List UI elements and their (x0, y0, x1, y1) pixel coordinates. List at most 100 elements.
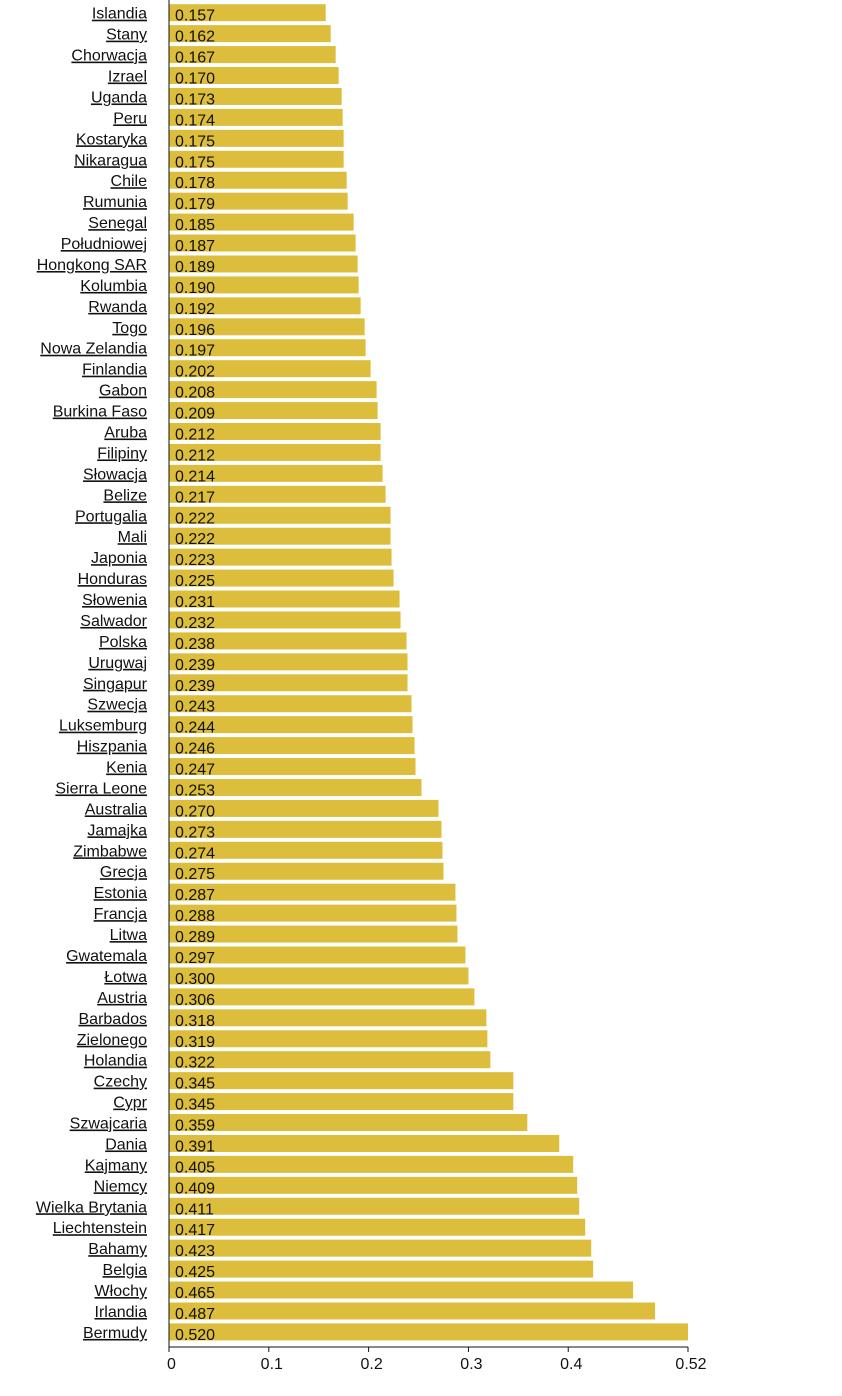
category-label-link[interactable]: Burkina Faso (53, 404, 147, 421)
category-label-link[interactable]: Kostaryka (76, 131, 147, 148)
bar (169, 464, 383, 482)
category-label-link[interactable]: Włochy (95, 1283, 147, 1300)
category-label-link[interactable]: Islandia (92, 6, 147, 23)
category-label-link[interactable]: Jamajka (87, 822, 147, 839)
category-label-link[interactable]: Irlandia (95, 1304, 148, 1321)
category-label-link[interactable]: Łotwa (104, 969, 147, 986)
category-label-link[interactable]: Kenia (106, 760, 147, 777)
category-label-link[interactable]: Singapur (83, 676, 148, 693)
category-label-link[interactable]: Niemcy (94, 1178, 147, 1195)
value-label: 0.212 (175, 447, 215, 464)
category-label-link[interactable]: Austria (97, 990, 147, 1007)
category-labels-group: Islandia Stany Chorwacja Izrael Uganda Peru Ko… (36, 6, 148, 1342)
value-label: 0.247 (175, 762, 215, 779)
bar (169, 799, 439, 817)
value-label: 0.217 (175, 489, 215, 506)
category-label-link[interactable]: Kolumbia (80, 278, 147, 295)
value-label: 0.173 (175, 91, 215, 108)
bar (169, 841, 443, 859)
bar (169, 862, 444, 880)
bar (169, 1302, 656, 1320)
bar (169, 234, 356, 252)
category-label-link[interactable]: Estonia (94, 885, 147, 902)
category-label-link[interactable]: Stany (106, 27, 147, 44)
category-label-link[interactable]: Uganda (91, 89, 147, 106)
category-label-link[interactable]: Japonia (91, 550, 147, 567)
category-label-link[interactable]: Belgia (103, 1262, 148, 1279)
bar (169, 1197, 580, 1215)
category-label-link[interactable]: Hongkong SAR (37, 257, 147, 274)
bar (169, 171, 347, 189)
category-label-link[interactable]: Holandia (84, 1053, 147, 1070)
bar (169, 1072, 514, 1090)
category-label-link[interactable]: Mali (118, 529, 147, 546)
value-label: 0.225 (175, 573, 215, 590)
value-label: 0.222 (175, 531, 215, 548)
category-label-link[interactable]: Francja (94, 906, 147, 923)
category-label-link[interactable]: Aruba (104, 425, 147, 442)
category-label-link[interactable]: Litwa (110, 927, 147, 944)
category-label-link[interactable]: Nowa Zelandia (40, 341, 147, 358)
value-label: 0.417 (175, 1222, 215, 1239)
bar (169, 192, 348, 210)
value-label: 0.157 (175, 8, 215, 25)
category-label-link[interactable]: Togo (112, 320, 147, 337)
category-label-link[interactable]: Chorwacja (71, 48, 147, 65)
category-label-link[interactable]: Peru (113, 110, 147, 127)
category-label-link[interactable]: Barbados (79, 1011, 148, 1028)
category-label-link[interactable]: Zielonego (77, 1032, 147, 1049)
value-label: 0.289 (175, 929, 215, 946)
category-label-link[interactable]: Kajmany (85, 1157, 147, 1174)
category-label-link[interactable]: Czechy (94, 1074, 147, 1091)
category-label-link[interactable]: Liechtenstein (53, 1220, 147, 1237)
value-label: 0.223 (175, 552, 215, 569)
value-label: 0.359 (175, 1118, 215, 1135)
category-label-link[interactable]: Chile (111, 173, 148, 190)
category-label-link[interactable]: Belize (103, 487, 147, 504)
category-label-link[interactable]: Finlandia (82, 362, 147, 379)
category-label-link[interactable]: Luksemburg (59, 718, 147, 735)
category-label-link[interactable]: Południowej (61, 236, 147, 253)
category-label-link[interactable]: Cypr (113, 1095, 147, 1112)
category-label-link[interactable]: Honduras (78, 571, 147, 588)
category-label-link[interactable]: Gwatemala (66, 948, 147, 965)
bar (169, 778, 422, 796)
category-label-link[interactable]: Rwanda (88, 299, 147, 316)
value-label: 0.411 (175, 1201, 214, 1218)
category-label-link[interactable]: Nikaragua (74, 152, 147, 169)
value-label: 0.190 (175, 280, 215, 297)
value-label: 0.423 (175, 1243, 215, 1260)
category-label-link[interactable]: Gabon (99, 383, 147, 400)
bar (169, 1051, 491, 1069)
value-label: 0.162 (175, 29, 215, 46)
category-label-link[interactable]: Urugwaj (88, 655, 147, 672)
category-label-link[interactable]: Salwador (80, 613, 147, 630)
category-label-link[interactable]: Szwajcaria (70, 1116, 147, 1133)
value-label: 0.288 (175, 908, 215, 925)
category-label-link[interactable]: Słowenia (82, 592, 147, 609)
bar (169, 318, 365, 336)
category-label-link[interactable]: Grecja (100, 864, 147, 881)
category-label-link[interactable]: Bahamy (88, 1241, 147, 1258)
category-label-link[interactable]: Bermudy (83, 1325, 147, 1342)
category-label-link[interactable]: Hiszpania (77, 739, 147, 756)
category-label-link[interactable]: Izrael (108, 69, 147, 86)
category-label-link[interactable]: Portugalia (75, 508, 147, 525)
bar (169, 653, 408, 671)
category-label-link[interactable]: Australia (85, 801, 147, 818)
category-label-link[interactable]: Senegal (88, 215, 147, 232)
category-label-link[interactable]: Polska (99, 634, 147, 651)
category-label-link[interactable]: Sierra Leone (55, 780, 147, 797)
value-label: 0.409 (175, 1180, 215, 1197)
category-label-link[interactable]: Dania (105, 1136, 147, 1153)
bar (169, 527, 391, 545)
category-label-link[interactable]: Słowacja (83, 466, 147, 483)
category-label-link[interactable]: Szwecja (87, 697, 147, 714)
bar (169, 87, 342, 105)
category-label-link[interactable]: Rumunia (83, 194, 147, 211)
category-label-link[interactable]: Filipiny (97, 445, 147, 462)
bar (169, 506, 391, 524)
category-label-link[interactable]: Zimbabwe (73, 843, 147, 860)
category-label-link[interactable]: Wielka Brytania (36, 1199, 147, 1216)
